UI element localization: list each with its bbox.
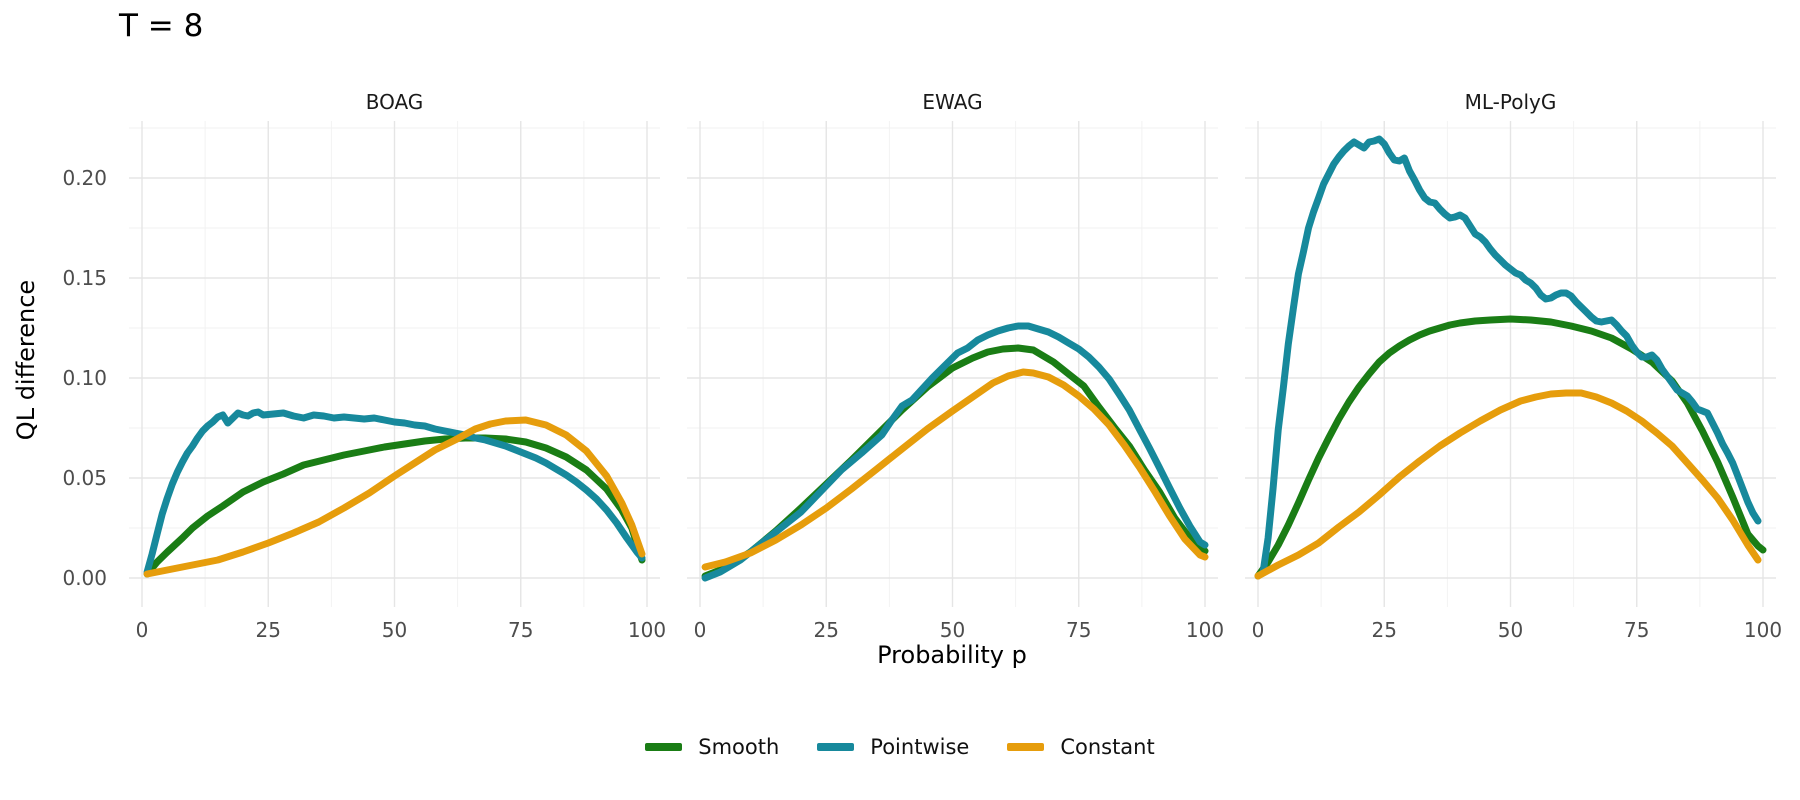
- x-tick-label: 50: [1497, 618, 1524, 642]
- legend: Smooth Pointwise Constant: [0, 735, 1800, 759]
- facet-strip-ewag: EWAG: [922, 90, 983, 114]
- y-tick-label: 0.05: [62, 466, 107, 490]
- x-tick-label: 50: [381, 618, 408, 642]
- x-tick-label: 100: [1743, 618, 1783, 642]
- panel-boag: [129, 121, 660, 607]
- panel-ml-polyg: [1245, 121, 1776, 607]
- facet-strip-boag: BOAG: [365, 90, 424, 114]
- x-tick-label: 25: [1371, 618, 1397, 642]
- curve-constant-boag: [143, 416, 646, 578]
- y-tick-label: 0.20: [62, 166, 107, 190]
- x-tick-label: 0: [693, 618, 707, 642]
- x-tick-label: 50: [939, 618, 966, 642]
- panel-ewag: [687, 121, 1218, 607]
- legend-item-pointwise: Pointwise: [817, 735, 969, 759]
- curve-constant-ml-polyg: [1254, 389, 1762, 580]
- legend-swatch-smooth: [645, 743, 683, 751]
- x-tick-label: 75: [1066, 618, 1092, 642]
- gridlines: [687, 121, 1218, 607]
- curve-smooth-boag: [143, 434, 646, 578]
- y-tick-label: 0.10: [62, 366, 107, 390]
- gridlines: [1245, 121, 1776, 607]
- x-tick-label: 25: [255, 618, 281, 642]
- gridlines: [129, 121, 660, 607]
- x-tick-label: 0: [1251, 618, 1265, 642]
- legend-label: Smooth: [698, 735, 780, 759]
- legend-item-constant: Constant: [1007, 735, 1155, 759]
- curve-smooth-ewag: [701, 344, 1209, 580]
- curve-constant-ewag: [701, 368, 1209, 571]
- figure-title: T = 8: [119, 8, 204, 44]
- x-tick-label: 0: [135, 618, 149, 642]
- x-tick-label: 100: [1185, 618, 1225, 642]
- legend-label: Pointwise: [870, 735, 970, 759]
- x-tick-label: 75: [508, 618, 534, 642]
- legend-label: Constant: [1060, 735, 1155, 759]
- y-tick-label: 0.15: [62, 266, 107, 290]
- y-tick-label: 0.00: [62, 566, 107, 590]
- legend-swatch-pointwise: [817, 743, 855, 751]
- x-tick-label: 100: [627, 618, 667, 642]
- curve-pointwise-ml-polyg: [1259, 135, 1762, 576]
- x-axis-title: Probability p: [877, 641, 1027, 669]
- legend-swatch-constant: [1007, 743, 1045, 751]
- legend-item-smooth: Smooth: [645, 735, 779, 759]
- curve-pointwise-boag: [143, 408, 646, 576]
- x-tick-label: 75: [1624, 618, 1650, 642]
- x-tick-label: 25: [813, 618, 839, 642]
- facet-strip-ml-polyg: ML-PolyG: [1464, 90, 1557, 114]
- curve-pointwise-ewag: [701, 322, 1209, 582]
